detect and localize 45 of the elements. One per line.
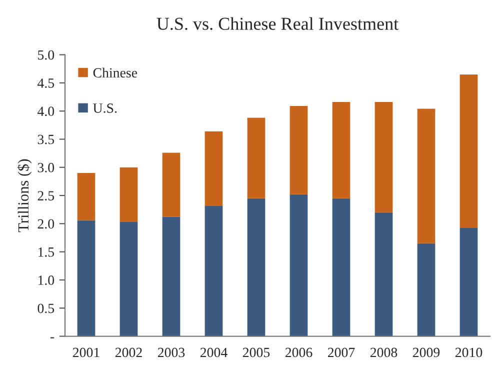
y-tick-label: 2.0 <box>38 219 54 229</box>
x-tick-label: 2002 <box>115 348 142 358</box>
y-tick-label: 2.5 <box>38 191 54 201</box>
y-tick-label: 5.0 <box>38 50 54 60</box>
x-tick-label: 2003 <box>158 348 185 358</box>
bar <box>77 220 96 336</box>
bar <box>332 198 350 336</box>
x-tick-label: 2010 <box>455 348 482 358</box>
bar <box>460 74 478 228</box>
bar <box>120 222 138 336</box>
y-tick-label: 0.5 <box>38 304 54 314</box>
bar <box>332 102 350 198</box>
bar <box>77 172 96 220</box>
y-axis-title: Trillions ($) <box>17 159 32 232</box>
bar <box>204 131 223 206</box>
bar <box>247 198 266 336</box>
x-tick-label: 2009 <box>412 348 440 358</box>
bar <box>290 106 308 194</box>
bar <box>417 108 436 244</box>
y-tick-label: 3.0 <box>38 162 54 172</box>
bar <box>204 206 223 336</box>
x-tick-label: 2001 <box>72 348 100 358</box>
bar <box>374 102 393 212</box>
x-tick-label: 2008 <box>370 348 398 358</box>
x-tick-label: 2007 <box>328 348 355 358</box>
y-tick-label: 1.0 <box>38 276 54 285</box>
x-tick-label: 2006 <box>285 348 312 358</box>
y-tick-label: 4.5 <box>37 78 54 88</box>
bar <box>290 194 308 336</box>
y-tick-label: 1.5 <box>38 247 54 257</box>
bar <box>374 212 393 336</box>
bar <box>162 216 180 336</box>
bar <box>417 243 436 336</box>
x-tick-label: 2004 <box>200 348 228 358</box>
bar <box>460 228 478 336</box>
y-tick-label: - <box>50 337 54 338</box>
bar <box>247 118 266 198</box>
y-tick-label: 4.0 <box>37 106 54 116</box>
x-tick-label: 2005 <box>242 348 270 358</box>
legend-label: Chinese <box>93 68 138 78</box>
y-tick-label: 3.5 <box>38 134 54 144</box>
legend-label: U.S. <box>93 104 117 113</box>
bar <box>120 167 138 222</box>
bar <box>162 152 180 217</box>
chart-title: U.S. vs. Chinese Real Investment <box>156 17 398 30</box>
